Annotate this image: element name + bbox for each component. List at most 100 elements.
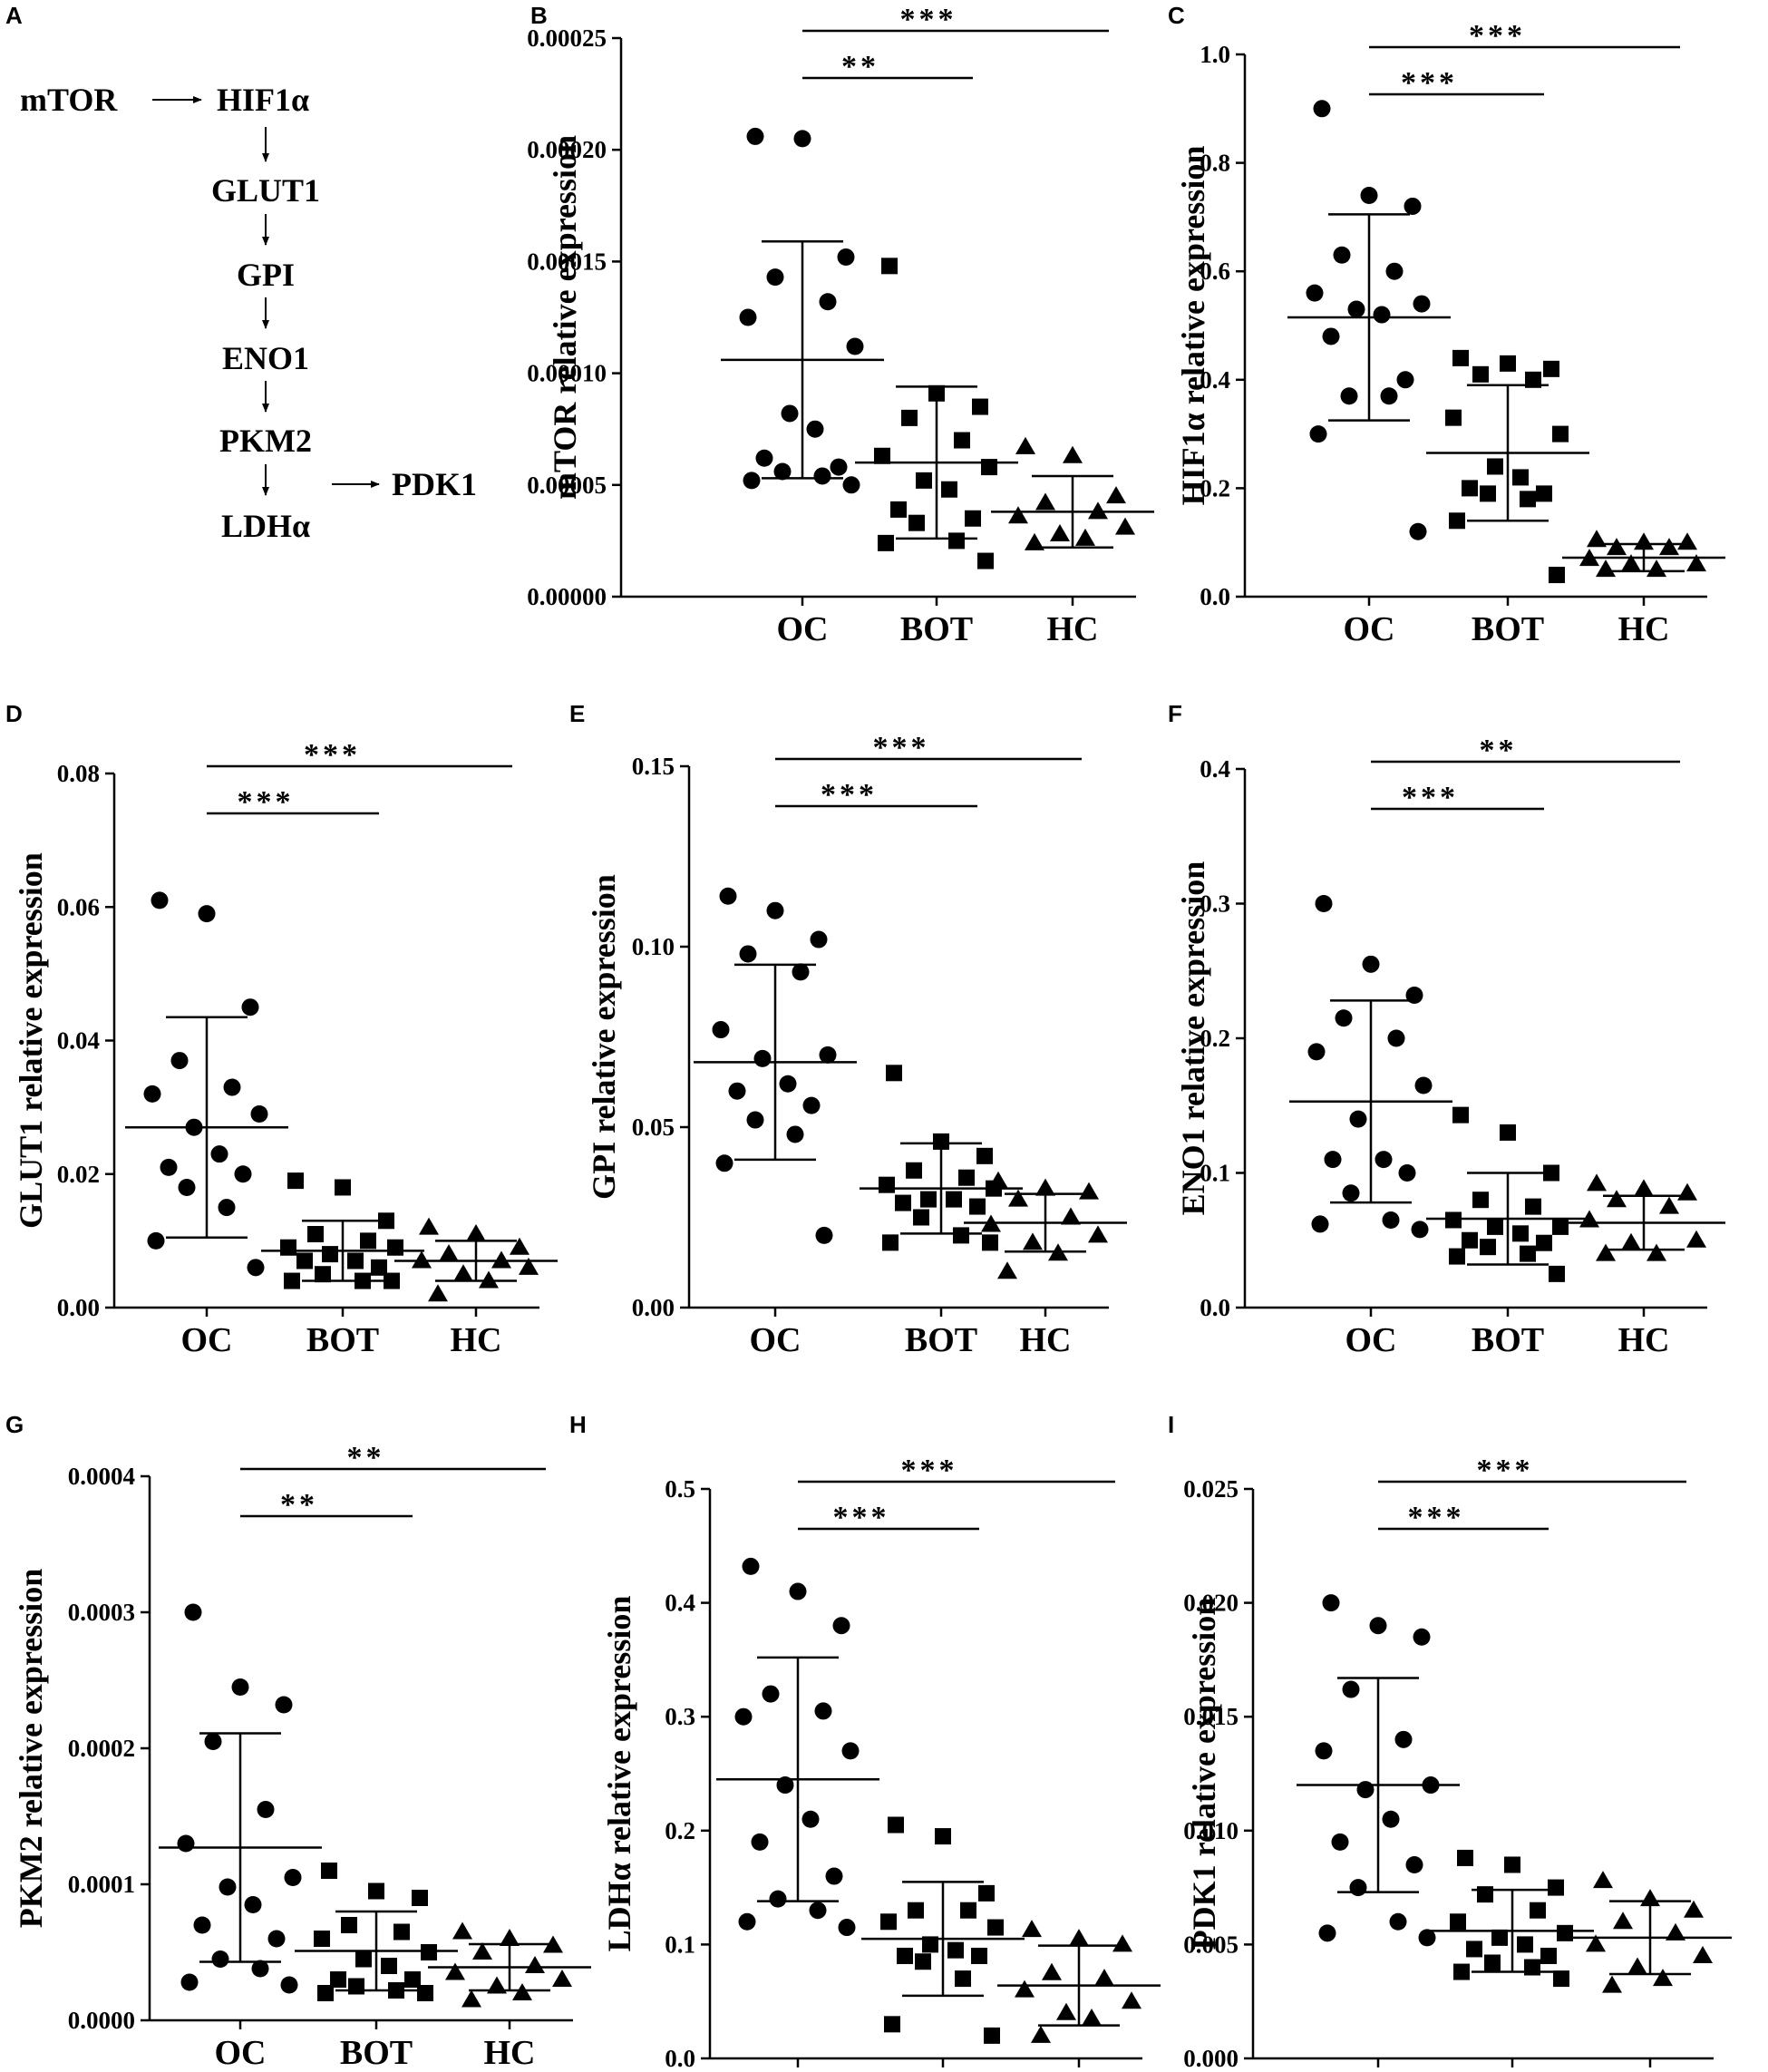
data-point-triangle [1613,1911,1633,1930]
data-point-triangle [543,1935,563,1953]
data-point-square [879,1176,895,1193]
data-point-triangle [1596,559,1616,578]
panel-label-d: D [5,700,23,727]
data-point-square [1536,485,1552,502]
y-tick-label: 0.6 [1200,258,1230,285]
data-point-triangle [1659,1196,1679,1214]
y-tick-label: 0.3 [665,1703,695,1730]
data-point-circle [743,472,761,490]
data-point-circle [1307,1043,1326,1061]
series-bot [855,258,1018,569]
data-point-circle [160,1158,178,1176]
data-point-square [330,1971,346,1988]
data-point-triangle [1693,1945,1713,1963]
data-point-triangle [1015,1980,1035,1998]
data-point-triangle [1106,486,1126,504]
data-point-square [1480,1239,1496,1256]
data-point-triangle [1122,1991,1141,2009]
data-point-triangle [1686,554,1706,572]
data-point-circle [746,127,764,145]
data-point-circle [751,1833,769,1851]
data-point-circle [251,1960,269,1978]
data-point-circle [184,1603,202,1621]
y-axis-title: LDHα relative expression [601,1596,637,1952]
x-tick-label-bot: BOT [1472,1321,1544,1359]
data-point-square [941,481,957,498]
data-point-triangle [1042,1962,1062,1980]
data-point-circle [841,1742,860,1760]
data-point-triangle [1621,1232,1641,1250]
chart-panel-c: C 0.0 0.2 0.4 0.6 0.8 1.0 OC BOT HC HIF1α relative… [1168,2,1725,648]
data-point-circle [1394,1730,1413,1748]
data-point-triangle [466,1224,486,1242]
node-ldha: LDHα [221,508,310,544]
y-tick-label: 0.000 [1183,2045,1239,2072]
data-point-circle [793,130,811,148]
panel-label-a: A [5,2,23,29]
y-tick-label: 0.2 [665,1817,695,1844]
data-point-circle [1309,425,1327,443]
data-point-circle [786,1125,804,1143]
data-point-circle [241,998,259,1017]
data-point-square [888,1816,904,1834]
node-pkm2: PKM2 [219,423,312,459]
y-tick-label: 0.8 [1200,150,1230,177]
data-point-circle [792,963,810,981]
series-hc [1569,1871,1732,1993]
series-oc [159,1603,322,1994]
data-point-circle [1349,1879,1367,1897]
y-axis-title: HIF1α relative expression [1175,146,1211,506]
data-point-square [953,1227,969,1244]
y-tick-label: 0.4 [1200,366,1230,394]
data-point-circle [781,404,799,423]
y-tick-label: 0.015 [1183,1703,1239,1730]
panel-label-f: F [1168,700,1182,727]
significance-stars: *** [1402,781,1459,814]
panel-label-c: C [1168,2,1185,29]
data-point-circle [753,1049,772,1067]
data-point-circle [247,1259,265,1277]
data-point-triangle [1088,1225,1108,1243]
data-point-circle [746,1111,764,1129]
data-point-square [1487,1218,1503,1235]
significance-stars: *** [900,3,957,36]
x-tick-label-oc: OC [215,2034,267,2072]
data-point-square [890,501,907,518]
series-hc [394,1217,558,1302]
x-tick-label-hc: HC [1020,1321,1072,1359]
data-point-triangle [525,1956,545,1973]
data-point-square [965,510,981,527]
data-point-circle [830,458,848,476]
data-point-circle [1398,1164,1416,1182]
y-tick-label: 0.010 [1183,1817,1239,1844]
chart-panel-f: F 0.0 0.1 0.2 0.3 0.4 OC BOT HC ENO1 relative exp… [1168,700,1725,1359]
data-point-triangle [461,1989,481,2008]
data-point-square [954,432,970,449]
x-tick-label-oc: OC [750,1321,801,1359]
significance-stars: *** [304,738,361,772]
data-point-triangle [1596,1243,1616,1261]
data-point-circle [1306,284,1324,302]
data-point-triangle [1008,506,1028,524]
data-point-triangle [1653,1969,1673,1987]
data-point-square [381,1958,397,1974]
data-point-square [901,409,918,426]
data-point-triangle [1079,1182,1099,1200]
data-point-square [913,1209,929,1226]
significance-stars: *** [238,785,295,819]
data-point-circle [1382,1810,1400,1828]
significance-stars: *** [1408,1501,1465,1534]
data-point-circle [734,1707,753,1726]
data-point-square [1543,360,1559,377]
data-point-square [886,1065,902,1082]
data-point-triangle [439,1244,459,1262]
data-point-circle [1404,197,1422,215]
y-tick-label: 0.005 [1183,1931,1239,1958]
x-tick-label-bot: BOT [340,2034,413,2072]
data-point-square [1525,371,1541,388]
y-axis-title: GPI relative expression [586,874,622,1200]
y-tick-label: 0.1 [1200,1160,1230,1187]
significance-stars: ** [1480,734,1518,767]
data-point-square [1452,349,1469,366]
data-point-square [987,1919,1004,1936]
